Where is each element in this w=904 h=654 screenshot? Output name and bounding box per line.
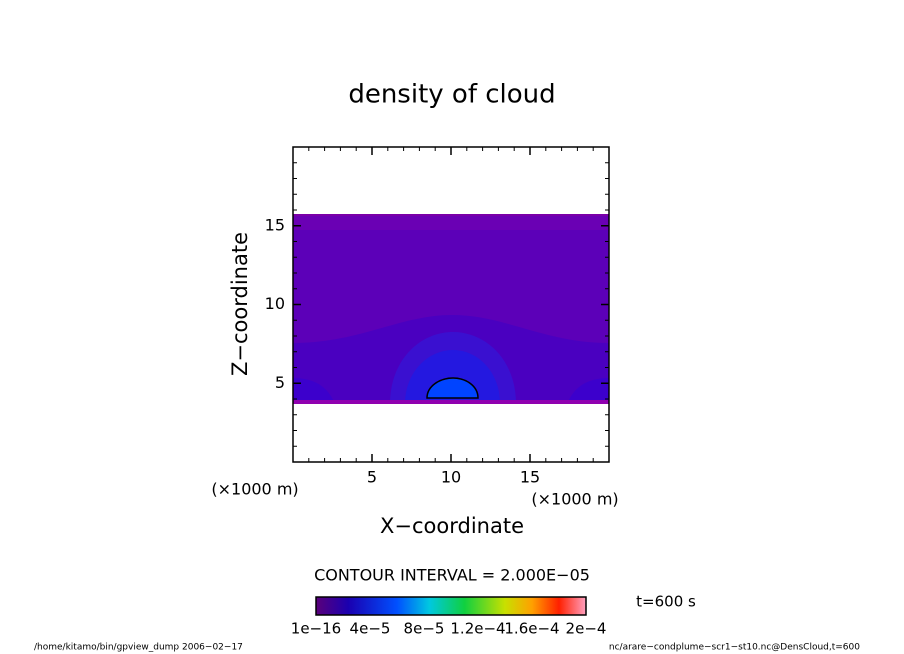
contour-region xyxy=(426,377,479,399)
y-axis-label: Z−coordinate xyxy=(228,232,252,376)
time-label: t=600 s xyxy=(636,593,696,611)
contour-region xyxy=(293,214,609,216)
y-tick-label: 10 xyxy=(265,294,285,313)
footer-right: nc/arare−condplume−scr1−st10.nc@DensClou… xyxy=(609,643,860,653)
colorbar-tick-label: 1.2e−4 xyxy=(450,620,505,638)
x-axis-label: X−coordinate xyxy=(380,514,524,538)
colorbar-tick-label: 1e−16 xyxy=(291,620,341,638)
colorbar-tick-label: 8e−5 xyxy=(404,620,445,638)
x-tick-label: 15 xyxy=(520,468,540,487)
chart-title: density of cloud xyxy=(348,80,555,110)
y-tick-label: 5 xyxy=(275,373,285,392)
axes: 5 10 15 5 10 15 1e−16 4e−5 8e−5 1.2e−41.6e−4 2e−4 xyxy=(265,147,609,638)
colorbar-tick-label: 1.6e−4 xyxy=(504,620,559,638)
contour-field xyxy=(293,214,609,404)
x-units: (×1000 m) xyxy=(531,490,618,509)
colorbar-tick-label: 4e−5 xyxy=(350,620,391,638)
x-tick-label: 5 xyxy=(367,468,377,487)
contour-interval: CONTOUR INTERVAL = 2.000E−05 xyxy=(314,566,590,585)
colorbar-tick-label: 2e−4 xyxy=(566,620,607,638)
x-tick-label: 10 xyxy=(441,468,461,487)
contour-region xyxy=(293,378,335,404)
y-tick-label: 15 xyxy=(265,215,285,234)
footer-left: /home/kitamo/bin/gpview_dump 2006−02−17 xyxy=(34,643,243,653)
contour-region xyxy=(567,378,609,404)
contour-region xyxy=(293,400,609,404)
y-units: (×1000 m) xyxy=(211,480,298,499)
colorbar xyxy=(315,596,587,616)
